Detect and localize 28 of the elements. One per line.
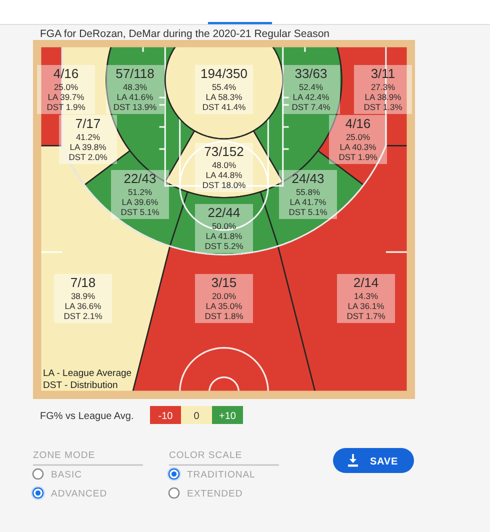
data-label: 73/152 48.0% LA 44.8% DST 18.0% xyxy=(202,144,246,190)
text: FG% vs League Avg. xyxy=(40,411,134,422)
data-label: 194/350 55.4% LA 58.3% DST 41.4% xyxy=(200,66,248,112)
text: -10 xyxy=(158,411,174,422)
data-label: 22/43 51.2% LA 39.6% DST 5.1% xyxy=(120,171,160,217)
text: LA - League Average xyxy=(43,368,132,379)
data-label: 7/18 38.9% LA 36.6% DST 2.1% xyxy=(64,275,103,321)
text: ZONE MODE xyxy=(33,450,96,461)
text: SAVE xyxy=(370,456,398,468)
data-label: 7/17 41.2% LA 39.8% DST 2.0% xyxy=(68,116,108,162)
data-label: 33/63 52.4% LA 42.4% DST 7.4% xyxy=(292,66,331,112)
data-label: 2/14 14.3% LA 36.1% DST 1.7% xyxy=(346,275,386,321)
data-label: 3/11 27.3% LA 38.9% DST 1.3% xyxy=(364,66,403,112)
text: ADVANCED xyxy=(51,488,108,500)
text: +10 xyxy=(219,411,236,422)
data-label: 4/16 25.0% LA 40.3% DST 1.9% xyxy=(338,116,378,162)
text: COLOR SCALE xyxy=(169,450,242,461)
data-label: 57/118 48.3% LA 41.6% DST 13.9% xyxy=(113,66,158,112)
text: TRADITIONAL xyxy=(187,470,256,480)
text: 0 xyxy=(194,411,200,422)
text: FGA for DeRozan, DeMar during the 2020-21 Regular Season xyxy=(40,28,330,40)
data-label: 4/16 25.0% LA 39.7% DST 1.9% xyxy=(46,66,86,112)
text: BASIC xyxy=(51,470,82,480)
text: DST - Distribution xyxy=(43,380,118,391)
data-label: 22/44 50.0% LA 41.8% DST 5.2% xyxy=(204,205,244,251)
data-label: 3/15 20.0% LA 35.0% DST 1.8% xyxy=(204,275,244,321)
text: EXTENDED xyxy=(187,488,243,500)
data-label: 24/43 55.8% LA 41.7% DST 5.1% xyxy=(288,171,328,217)
